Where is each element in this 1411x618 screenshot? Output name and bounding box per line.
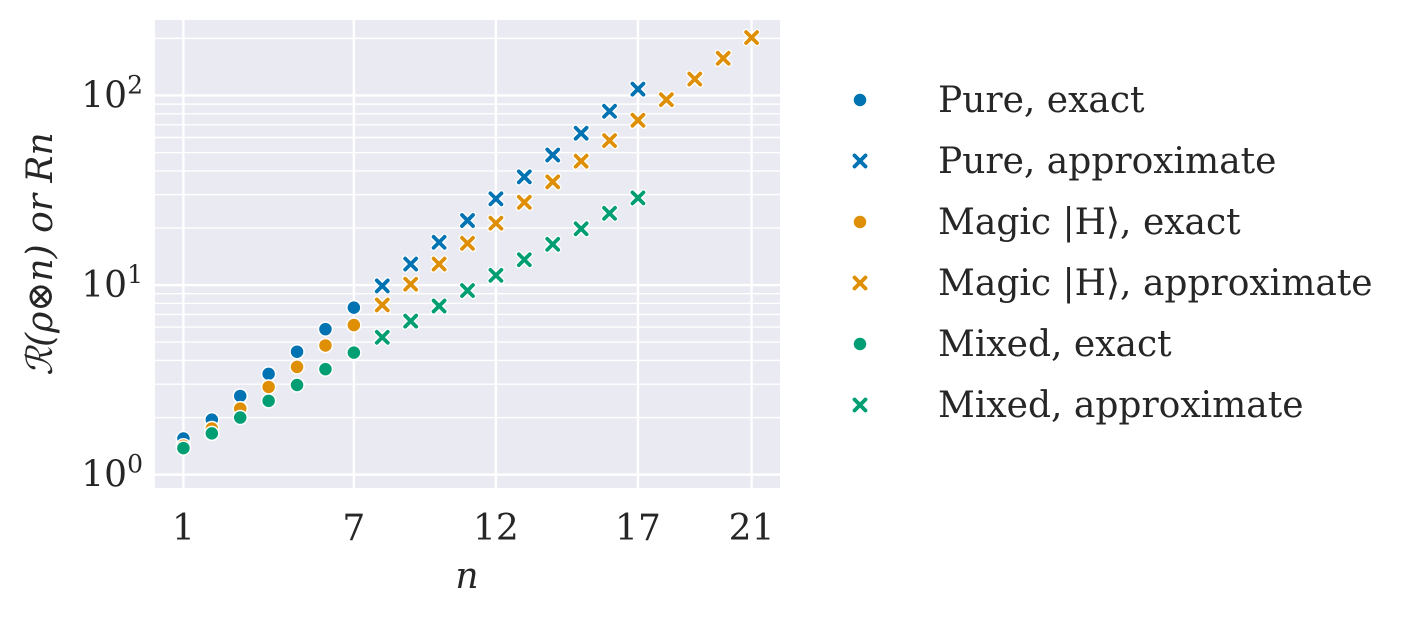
point-series-2 — [289, 359, 305, 375]
point-series-4 — [317, 361, 334, 377]
x-tick-labels: 1 7 12 17 21 — [172, 508, 775, 549]
legend-label: Pure, approximate — [938, 141, 1276, 182]
point-series-5 — [487, 266, 505, 285]
point-series-0 — [346, 299, 362, 316]
point-series-3 — [373, 296, 392, 314]
point-series-3 — [600, 131, 619, 150]
point-series-1 — [629, 80, 647, 98]
point-series-3 — [742, 28, 761, 47]
y-axis-label: ℛ(ρ⊗n) or Rn — [20, 132, 61, 375]
point-series-5 — [430, 297, 448, 315]
legend-item: Mixed, exact — [852, 324, 1172, 365]
point-series-1 — [487, 190, 505, 208]
y-tick-label: 101 — [81, 260, 143, 306]
point-series-3 — [657, 90, 676, 109]
point-series-3 — [629, 111, 647, 129]
point-series-1 — [572, 124, 590, 142]
x-tick-label: 7 — [342, 508, 365, 549]
point-series-5 — [458, 281, 477, 300]
point-series-4 — [260, 393, 277, 409]
point-series-2 — [346, 317, 362, 333]
legend-marker — [852, 336, 868, 352]
point-series-1 — [430, 233, 448, 252]
legend-marker — [852, 92, 868, 108]
point-series-1 — [515, 168, 534, 186]
point-series-2 — [317, 337, 334, 354]
data-points — [175, 28, 761, 456]
legend-item: Mixed, approximate — [851, 385, 1304, 426]
legend-label: Magic |H⟩, exact — [938, 202, 1241, 243]
y-tick-labels: 100 101 102 — [81, 70, 143, 495]
point-series-4 — [346, 344, 362, 361]
point-series-3 — [487, 214, 505, 232]
point-series-5 — [373, 328, 392, 347]
point-series-4 — [289, 377, 305, 393]
point-series-3 — [401, 275, 420, 293]
point-series-5 — [543, 235, 562, 254]
point-series-4 — [232, 409, 248, 426]
plot-area — [155, 20, 780, 488]
point-series-3 — [458, 234, 477, 253]
point-series-5 — [600, 204, 619, 223]
legend-marker — [851, 152, 869, 170]
legend-item: Pure, approximate — [851, 141, 1276, 182]
point-series-3 — [430, 255, 448, 273]
point-series-0 — [260, 366, 277, 382]
y-tick-label: 100 — [81, 450, 143, 496]
point-series-5 — [401, 312, 420, 330]
point-series-2 — [260, 379, 277, 395]
point-series-3 — [543, 173, 562, 191]
point-series-5 — [629, 189, 647, 207]
grid — [155, 20, 780, 488]
point-series-1 — [373, 277, 392, 295]
point-series-5 — [515, 250, 534, 269]
point-series-3 — [714, 49, 732, 68]
point-series-0 — [317, 321, 334, 337]
x-tick-label: 21 — [729, 508, 775, 549]
legend-label: Mixed, approximate — [938, 385, 1304, 426]
point-series-4 — [204, 425, 220, 442]
point-series-4 — [175, 440, 192, 456]
point-series-1 — [458, 211, 477, 230]
x-tick-label: 1 — [172, 508, 195, 549]
legend-label: Magic |H⟩, approximate — [938, 263, 1373, 304]
point-series-3 — [515, 193, 534, 212]
legend-marker — [851, 274, 869, 292]
point-series-1 — [543, 146, 562, 164]
point-series-3 — [572, 152, 590, 170]
legend-item: Magic |H⟩, exact — [852, 202, 1241, 243]
point-series-0 — [289, 343, 305, 360]
x-tick-label: 12 — [473, 508, 519, 549]
legend-item: Magic |H⟩, approximate — [851, 263, 1373, 304]
x-axis-label: n — [455, 556, 478, 597]
legend-label: Mixed, exact — [938, 324, 1172, 365]
legend-marker — [852, 214, 868, 230]
legend: Pure, exact Pure, approximate Magic |H⟩, e… — [851, 80, 1373, 426]
point-series-1 — [401, 255, 420, 273]
legend-item: Pure, exact — [852, 80, 1145, 121]
point-series-3 — [686, 70, 704, 88]
point-series-1 — [600, 102, 619, 121]
y-tick-label: 102 — [81, 70, 143, 116]
legend-label: Pure, exact — [938, 80, 1145, 121]
legend-marker — [851, 396, 869, 414]
x-tick-label: 17 — [615, 508, 661, 549]
point-series-5 — [572, 220, 590, 238]
